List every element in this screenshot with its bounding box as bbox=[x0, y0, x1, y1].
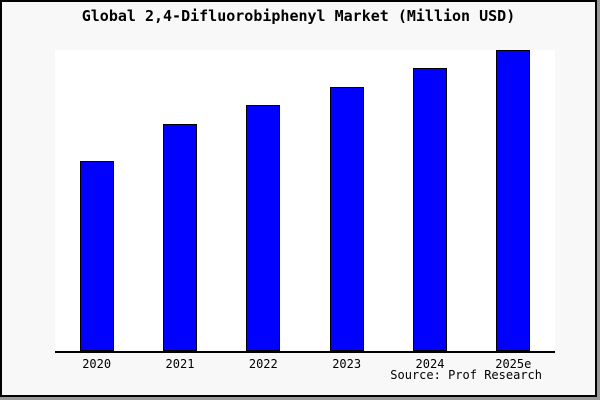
bar-2025e bbox=[496, 50, 531, 351]
bar-slot bbox=[55, 50, 138, 351]
bar-slot bbox=[305, 50, 388, 351]
x-tick-label-2020: 2020 bbox=[82, 357, 112, 371]
bar-2020 bbox=[79, 161, 114, 351]
source-credit: Source: Prof Research bbox=[390, 368, 542, 382]
bar-slot bbox=[222, 50, 305, 351]
bar-2023 bbox=[329, 87, 364, 351]
bar-slot bbox=[388, 50, 471, 351]
x-tick-label-2022: 2022 bbox=[248, 357, 278, 371]
bars bbox=[55, 50, 555, 351]
bar-2024 bbox=[412, 68, 447, 351]
bar-2021 bbox=[162, 124, 197, 351]
chart-title: Global 2,4-Difluorobiphenyl Market (Mill… bbox=[81, 7, 516, 25]
bar-slot bbox=[138, 50, 221, 351]
bar-slot bbox=[472, 50, 555, 351]
plot-area bbox=[55, 50, 555, 353]
x-tick-label-2023: 2023 bbox=[332, 357, 362, 371]
x-axis-labels: 2020 2021 2022 2023 2024 2025e bbox=[55, 357, 555, 371]
x-tick-label-2024: 2024 bbox=[415, 357, 445, 371]
bar-2022 bbox=[246, 105, 281, 351]
x-tick-label-2021: 2021 bbox=[165, 357, 195, 371]
x-tick-label-2025e: 2025e bbox=[495, 357, 532, 371]
